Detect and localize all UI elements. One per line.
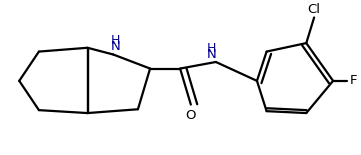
Text: F: F — [350, 74, 358, 87]
Text: O: O — [186, 109, 196, 122]
Text: H: H — [207, 42, 216, 55]
Text: Cl: Cl — [308, 3, 321, 16]
Text: H: H — [111, 34, 121, 47]
Text: N: N — [207, 48, 217, 61]
Text: N: N — [111, 40, 121, 53]
